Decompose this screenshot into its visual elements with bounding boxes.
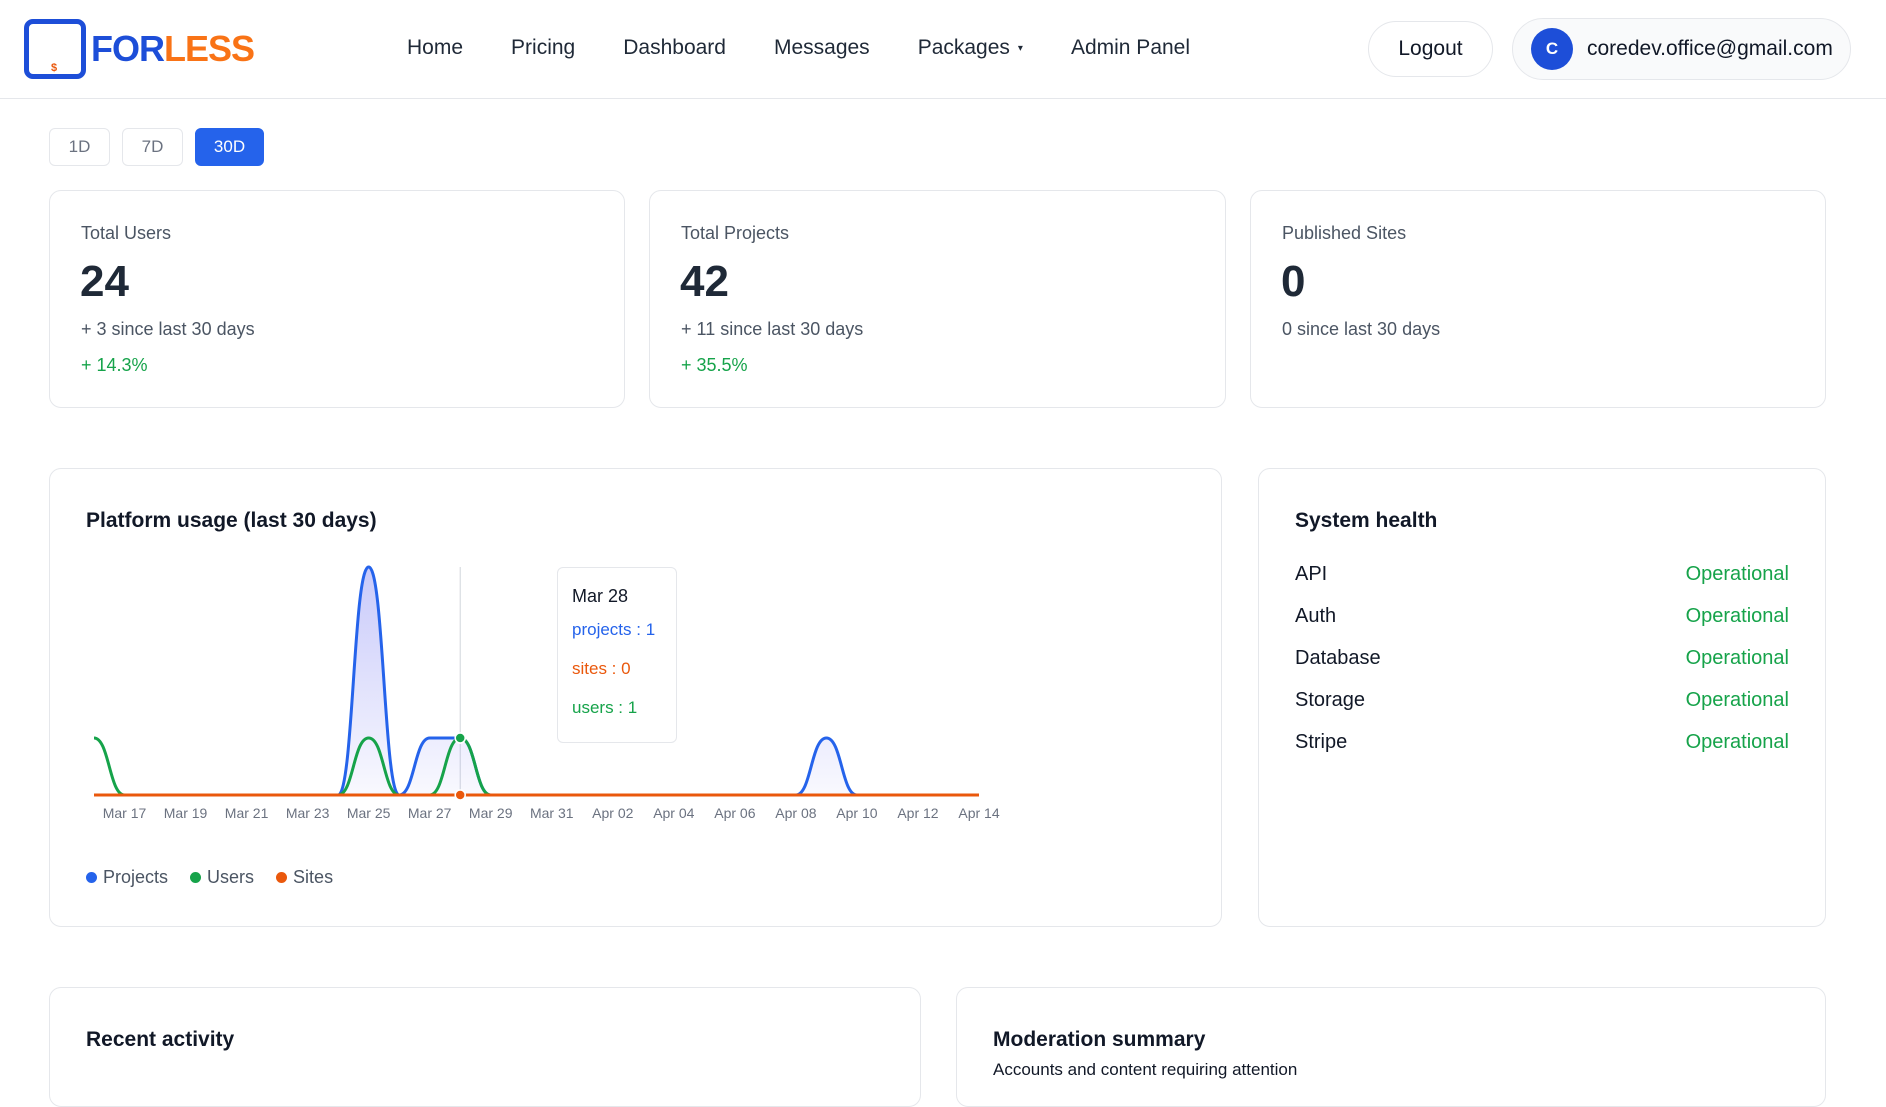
health-status: Operational bbox=[1685, 605, 1789, 627]
health-status: Operational bbox=[1685, 731, 1789, 753]
health-service-name: API bbox=[1295, 563, 1328, 585]
x-tick-label: Apr 12 bbox=[897, 805, 938, 821]
nav-packages[interactable]: Packages ▾ bbox=[918, 36, 1023, 60]
avatar: C bbox=[1531, 28, 1573, 70]
stat-card-total-projects: Total Projects 42 + 11 since last 30 day… bbox=[649, 190, 1226, 408]
point-sites bbox=[454, 789, 466, 801]
health-service-name: Stripe bbox=[1295, 731, 1348, 753]
stat-percent-change: + 14.3% bbox=[81, 355, 148, 375]
legend-label: Projects bbox=[103, 867, 169, 887]
brand-logo[interactable]: $ FORLESS bbox=[24, 17, 255, 81]
chart-title: Platform usage (last 30 days) bbox=[86, 509, 377, 532]
tooltip-users: users : 1 bbox=[572, 698, 638, 717]
legend-item-sites[interactable]: Sites bbox=[276, 867, 333, 888]
health-service-name: Storage bbox=[1295, 689, 1366, 711]
stat-delta: + 3 since last 30 days bbox=[81, 319, 255, 339]
health-row-api: API Operational bbox=[1295, 563, 1789, 586]
point-users bbox=[454, 732, 466, 744]
series-line-projects bbox=[94, 565, 979, 797]
x-tick-label: Mar 23 bbox=[286, 805, 330, 821]
legend-dot-users bbox=[190, 872, 202, 883]
nav-dashboard[interactable]: Dashboard bbox=[623, 36, 726, 59]
logout-button[interactable]: Logout bbox=[1368, 21, 1493, 77]
x-tick-label: Mar 25 bbox=[347, 805, 391, 821]
health-row-stripe: Stripe Operational bbox=[1295, 731, 1789, 754]
health-service-name: Database bbox=[1295, 647, 1381, 669]
tooltip-projects: projects : 1 bbox=[572, 620, 656, 639]
stat-value: 0 bbox=[1281, 257, 1306, 306]
health-status: Operational bbox=[1685, 647, 1789, 669]
chart-legend: Projects Users Sites bbox=[86, 867, 333, 888]
range-1d-button[interactable]: 1D bbox=[49, 128, 110, 166]
usage-chart[interactable]: Mar 17 Mar 19 Mar 21 Mar 23 Mar 25 Mar 27 Mar … bbox=[50, 469, 1221, 926]
x-tick-label: Mar 31 bbox=[530, 805, 574, 821]
legend-label: Sites bbox=[293, 867, 334, 887]
series-area-projects bbox=[94, 567, 979, 795]
nav-messages[interactable]: Messages bbox=[773, 36, 870, 59]
nav-packages-label: Packages bbox=[917, 36, 1010, 59]
legend-dot-projects bbox=[86, 872, 97, 883]
x-tick-label: Apr 08 bbox=[775, 805, 816, 821]
legend-label: Users bbox=[207, 867, 255, 887]
health-status: Operational bbox=[1685, 689, 1789, 711]
x-tick-label: Mar 21 bbox=[225, 805, 269, 821]
health-row-database: Database Operational bbox=[1295, 647, 1789, 670]
x-tick-label: Mar 27 bbox=[408, 805, 452, 821]
nav-home[interactable]: Home bbox=[407, 36, 464, 59]
x-tick-label: Mar 17 bbox=[103, 805, 147, 821]
x-tick-label: Apr 02 bbox=[592, 805, 633, 821]
nav-admin-panel[interactable]: Admin Panel bbox=[1070, 36, 1191, 59]
x-tick-label: Apr 04 bbox=[653, 805, 694, 821]
tooltip-sites: sites : 0 bbox=[572, 659, 631, 678]
x-tick-label: Apr 10 bbox=[836, 805, 877, 821]
recent-activity-card: Recent activity bbox=[49, 987, 921, 1107]
legend-dot-sites bbox=[276, 872, 288, 883]
stat-card-published-sites: Published Sites 0 0 since last 30 days bbox=[1250, 190, 1826, 408]
stat-label: Published Sites bbox=[1282, 223, 1407, 243]
stat-delta: 0 since last 30 days bbox=[1282, 319, 1441, 339]
stat-label: Total Users bbox=[81, 223, 172, 243]
stat-percent-change: + 35.5% bbox=[681, 355, 748, 375]
recent-activity-title: Recent activity bbox=[86, 1028, 235, 1051]
tooltip-date: Mar 28 bbox=[572, 586, 629, 606]
user-menu[interactable]: C coredev.office@gmail.com bbox=[1512, 18, 1851, 80]
logo-text-for: FOR bbox=[91, 28, 165, 69]
moderation-summary-card: Moderation summary Accounts and content … bbox=[956, 987, 1826, 1107]
x-tick-label: Mar 29 bbox=[469, 805, 513, 821]
chevron-down-icon: ▾ bbox=[1017, 42, 1023, 54]
range-7d-button[interactable]: 7D bbox=[122, 128, 183, 166]
health-row-storage: Storage Operational bbox=[1295, 689, 1789, 712]
stat-label: Total Projects bbox=[681, 223, 790, 243]
moderation-subtitle: Accounts and content requiring attention bbox=[993, 1060, 1298, 1079]
logo-text-less: LESS bbox=[164, 28, 255, 69]
time-range-selector: 1D 7D 30D bbox=[49, 128, 264, 166]
x-tick-label: Apr 14 bbox=[958, 805, 999, 821]
x-tick-label: Apr 06 bbox=[714, 805, 755, 821]
stat-value: 24 bbox=[80, 257, 129, 306]
platform-usage-card: Platform usage (last 30 days) Mar 17 Mar … bbox=[49, 468, 1222, 927]
health-row-auth: Auth Operational bbox=[1295, 605, 1789, 628]
system-health-card: System health API Operational Auth Opera… bbox=[1258, 468, 1826, 927]
logo-dollar-symbol: $ bbox=[51, 62, 58, 74]
legend-item-users[interactable]: Users bbox=[190, 867, 254, 888]
stat-delta: + 11 since last 30 days bbox=[681, 319, 864, 339]
range-30d-button[interactable]: 30D bbox=[195, 128, 264, 166]
logo-icon: $ bbox=[24, 19, 86, 79]
health-title: System health bbox=[1295, 509, 1438, 532]
chart-tooltip: Mar 28 projects : 1 sites : 0 users : 1 bbox=[557, 567, 677, 743]
user-email: coredev.office@gmail.com bbox=[1587, 37, 1833, 60]
health-service-name: Auth bbox=[1295, 605, 1337, 627]
top-navbar: $ FORLESS Home Pricing Dashboard Message… bbox=[0, 0, 1886, 99]
stat-card-total-users: Total Users 24 + 3 since last 30 days + … bbox=[49, 190, 625, 408]
nav-pricing[interactable]: Pricing bbox=[511, 36, 576, 59]
x-tick-label: Mar 19 bbox=[164, 805, 208, 821]
stat-value: 42 bbox=[680, 257, 729, 306]
main-nav: Home Pricing Dashboard Messages Packages… bbox=[407, 36, 1238, 60]
moderation-title: Moderation summary bbox=[993, 1028, 1206, 1051]
health-status: Operational bbox=[1685, 563, 1789, 585]
logo-text: FORLESS bbox=[91, 28, 255, 70]
legend-item-projects[interactable]: Projects bbox=[86, 867, 168, 888]
